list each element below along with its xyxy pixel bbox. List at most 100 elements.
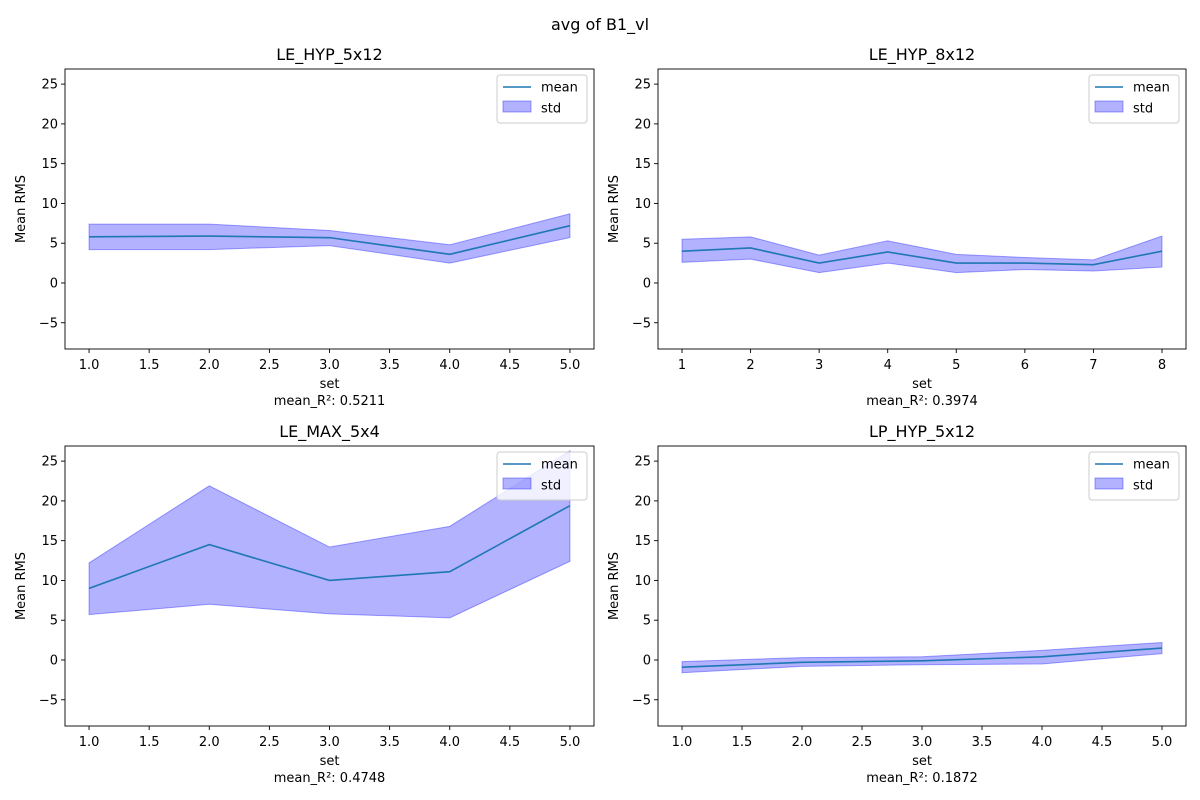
y-tick-label: 15 xyxy=(41,157,58,172)
subplot-3: 1.0 1.5 2.0 2.5 3.0 3.5 4.0 4.5 5.0 −5 0 5 10 15 20 25 L… xyxy=(14,422,595,786)
x-tick-label: 5 xyxy=(952,358,960,373)
y-tick-label: 5 xyxy=(643,614,651,629)
std-band xyxy=(681,641,1163,674)
x-tick-label: 4.5 xyxy=(499,358,520,373)
legend-std-label: std xyxy=(541,479,561,494)
x-tick-label: 1.5 xyxy=(139,358,160,373)
legend: mean std xyxy=(496,74,588,124)
y-axis-label: Mean RMS xyxy=(607,552,622,620)
x-tick-label: 4 xyxy=(884,358,892,373)
x-tick-label: 3.0 xyxy=(912,735,933,750)
y-tick-label: 5 xyxy=(643,237,651,252)
y-axis-label: Mean RMS xyxy=(14,552,29,620)
y-axis-label: Mean RMS xyxy=(14,175,29,243)
y-tick-label: 0 xyxy=(643,653,651,668)
y-tick-label: 15 xyxy=(634,157,651,172)
x-tick-label: 2.5 xyxy=(259,358,280,373)
x-tick-label: 2.5 xyxy=(852,735,873,750)
legend-std-label: std xyxy=(541,102,561,117)
y-tick-label: 10 xyxy=(41,197,58,212)
y-axis-label: Mean RMS xyxy=(607,175,622,243)
subplot-title: LE_HYP_5x12 xyxy=(276,45,382,65)
legend-std-label: std xyxy=(1133,102,1153,117)
subplot-title: LP_HYP_5x12 xyxy=(869,422,975,442)
x-tick-label: 1.0 xyxy=(79,358,100,373)
y-tick-label: 20 xyxy=(634,494,651,509)
x-tick-label: 5.0 xyxy=(1152,735,1173,750)
legend-std-swatch xyxy=(1094,100,1124,113)
y-tick-label: 0 xyxy=(643,276,651,291)
x-tick-label: 5.0 xyxy=(560,358,581,373)
legend-mean-label: mean xyxy=(1133,458,1170,473)
legend-std-swatch xyxy=(502,477,532,490)
legend-std-swatch xyxy=(502,100,532,113)
axes-frame xyxy=(657,68,1187,350)
y-tick-label: 25 xyxy=(634,78,651,93)
mean-line xyxy=(681,247,1163,266)
legend-mean-label: mean xyxy=(541,458,578,473)
x-tick-label: 2.0 xyxy=(199,735,220,750)
x-axis-label: set xyxy=(320,754,340,769)
x-tick-label: 4.5 xyxy=(499,735,520,750)
legend-mean-label: mean xyxy=(1133,81,1170,96)
x-axis-label: set xyxy=(912,377,932,392)
y-tick-label: −5 xyxy=(632,316,651,331)
x-tick-label: 1.5 xyxy=(139,735,160,750)
x-axis-label: set xyxy=(912,754,932,769)
y-tick-label: 10 xyxy=(634,197,651,212)
x-tick-label: 2.5 xyxy=(259,735,280,750)
y-tick-label: 0 xyxy=(50,653,58,668)
y-tick-label: 0 xyxy=(50,276,58,291)
y-tick-label: 20 xyxy=(634,117,651,132)
legend-std-label: std xyxy=(1133,479,1153,494)
y-tick-label: 25 xyxy=(41,455,58,470)
x-tick-label: 3.0 xyxy=(319,735,340,750)
figure-suptitle: avg of B1_vl xyxy=(551,15,649,35)
x-tick-label: 3.0 xyxy=(319,358,340,373)
x-tick-label: 3.5 xyxy=(972,735,993,750)
x-tick-label: 5.0 xyxy=(560,735,581,750)
x-tick-label: 3.5 xyxy=(379,735,400,750)
r2-note: mean_R²: 0.1872 xyxy=(866,771,978,786)
subplot-1: 1.0 1.5 2.0 2.5 3.0 3.5 4.0 4.5 5.0 −5 0 5 10 15 20 25 L… xyxy=(14,45,595,409)
x-axis-label: set xyxy=(320,377,340,392)
y-tick-label: −5 xyxy=(39,316,58,331)
y-tick-label: 10 xyxy=(41,574,58,589)
x-tick-label: 2 xyxy=(746,358,754,373)
x-tick-label: 4.5 xyxy=(1092,735,1113,750)
y-tick-label: 25 xyxy=(634,455,651,470)
x-tick-label: 8 xyxy=(1158,358,1166,373)
y-tick-label: 10 xyxy=(634,574,651,589)
y-tick-label: 15 xyxy=(41,534,58,549)
y-tick-label: 15 xyxy=(634,534,651,549)
y-tick-label: 5 xyxy=(50,237,58,252)
legend: mean std xyxy=(1088,451,1180,501)
r2-note: mean_R²: 0.4748 xyxy=(274,771,386,786)
r2-note: mean_R²: 0.3974 xyxy=(866,394,978,409)
y-tick-label: −5 xyxy=(39,693,58,708)
x-tick-label: 3.5 xyxy=(379,358,400,373)
subplot-4: 1.0 1.5 2.0 2.5 3.0 3.5 4.0 4.5 5.0 −5 0 5 10 15 20 25 L… xyxy=(607,422,1187,786)
x-tick-label: 1.0 xyxy=(672,735,693,750)
legend-mean-label: mean xyxy=(541,81,578,96)
legend-std-swatch xyxy=(1094,477,1124,490)
legend: mean std xyxy=(1088,74,1180,124)
x-tick-label: 1 xyxy=(678,358,686,373)
r2-note: mean_R²: 0.5211 xyxy=(274,394,386,409)
y-tick-label: 20 xyxy=(41,117,58,132)
y-tick-label: 5 xyxy=(50,614,58,629)
y-tick-label: 25 xyxy=(41,78,58,93)
subplot-title: LE_HYP_8x12 xyxy=(869,45,975,65)
std-band xyxy=(681,235,1163,274)
subplot-title: LE_MAX_5x4 xyxy=(279,422,380,442)
x-tick-label: 6 xyxy=(1021,358,1029,373)
x-tick-label: 2.0 xyxy=(199,358,220,373)
x-tick-label: 1.5 xyxy=(732,735,753,750)
y-tick-label: −5 xyxy=(632,693,651,708)
x-tick-label: 4.0 xyxy=(439,358,460,373)
x-tick-label: 7 xyxy=(1089,358,1097,373)
x-tick-label: 2.0 xyxy=(792,735,813,750)
x-tick-label: 3 xyxy=(815,358,823,373)
